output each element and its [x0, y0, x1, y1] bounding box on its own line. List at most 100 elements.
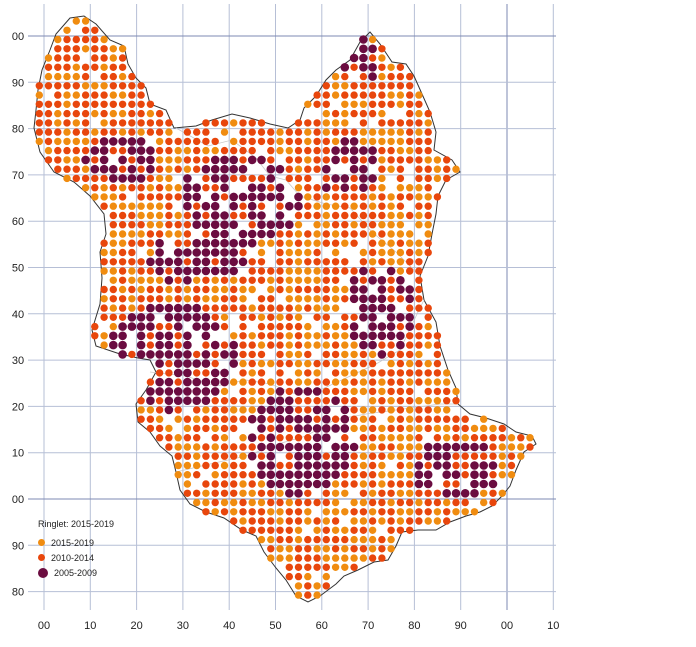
record-dot — [266, 451, 276, 461]
record-dot — [312, 433, 322, 443]
record-dot — [313, 165, 321, 173]
record-dot — [285, 535, 293, 544]
record-dot — [201, 377, 211, 387]
record-dot — [276, 461, 284, 470]
record-dot — [100, 258, 108, 266]
record-dot — [368, 91, 377, 99]
record-dot — [257, 239, 266, 247]
record-dot — [257, 480, 266, 488]
record-dot — [81, 100, 90, 109]
record-dot — [285, 248, 293, 257]
record-dot — [247, 183, 257, 192]
record-dot — [229, 257, 238, 267]
record-dot — [378, 128, 386, 136]
record-dot — [220, 415, 229, 423]
record-dot — [406, 91, 414, 99]
record-dot — [192, 192, 201, 202]
record-dot — [350, 508, 358, 516]
record-dot — [452, 452, 460, 460]
record-dot — [257, 359, 266, 368]
record-dot — [285, 174, 293, 183]
record-dot — [285, 572, 293, 581]
record-dot — [275, 396, 285, 406]
record-dot — [247, 238, 257, 248]
record-dot — [294, 248, 303, 257]
record-dot — [155, 257, 164, 267]
record-dot — [433, 156, 442, 164]
record-dot — [415, 489, 423, 497]
record-dot — [35, 82, 43, 90]
record-dot — [322, 183, 331, 192]
record-dot — [294, 146, 303, 155]
record-dot — [349, 331, 359, 341]
record-dot — [164, 303, 174, 313]
record-dot — [109, 221, 118, 229]
record-dot — [359, 434, 368, 442]
record-dot — [526, 434, 534, 442]
record-dot — [128, 91, 136, 99]
record-dot — [368, 137, 377, 146]
record-dot — [387, 72, 395, 81]
record-dot — [396, 397, 405, 405]
record-dot — [396, 211, 405, 220]
record-dot — [331, 155, 340, 165]
record-dot — [183, 137, 192, 146]
record-dot — [183, 221, 192, 229]
record-dot — [359, 211, 368, 220]
record-dot — [155, 369, 164, 377]
record-dot — [239, 341, 247, 349]
record-dot — [276, 369, 284, 377]
record-dot — [312, 442, 322, 452]
record-dot — [285, 489, 294, 498]
record-dot — [118, 202, 127, 210]
record-dot — [322, 387, 330, 396]
record-dot — [267, 322, 275, 331]
record-dot — [378, 378, 386, 386]
record-dot — [137, 267, 145, 275]
record-dot — [220, 377, 229, 387]
record-dot — [406, 156, 414, 164]
record-dot — [313, 146, 321, 155]
record-dot — [349, 155, 359, 165]
record-dot — [415, 119, 423, 127]
record-dot — [193, 146, 201, 155]
record-dot — [183, 174, 192, 183]
record-dot — [368, 109, 377, 118]
record-dot — [415, 304, 423, 312]
record-dot — [350, 100, 358, 109]
record-dot — [183, 396, 192, 406]
record-dot — [350, 128, 358, 136]
record-dot — [211, 480, 219, 488]
record-dot — [248, 221, 256, 229]
record-dot — [239, 508, 247, 516]
record-dot — [54, 72, 62, 81]
record-dot — [498, 434, 506, 442]
record-dot — [387, 489, 395, 497]
record-dot — [433, 165, 442, 173]
record-dot — [359, 128, 368, 136]
record-dot — [239, 378, 247, 386]
record-dot — [267, 498, 275, 507]
record-dot — [313, 239, 321, 247]
record-dot — [247, 211, 257, 220]
record-dot — [266, 433, 276, 443]
record-dot — [341, 156, 349, 164]
record-dot — [109, 119, 118, 127]
record-dot — [331, 526, 340, 534]
record-dot — [257, 276, 266, 284]
record-dot — [285, 276, 293, 284]
record-dot — [109, 267, 118, 275]
record-dot — [118, 63, 127, 71]
record-dot — [368, 303, 377, 313]
record-dot — [164, 340, 174, 350]
record-dot — [322, 341, 330, 349]
record-dot — [313, 221, 321, 229]
record-dot — [276, 248, 284, 257]
record-dot — [368, 276, 377, 285]
y-tick-label: 90 — [12, 540, 24, 552]
record-dot — [183, 192, 192, 202]
record-dot — [54, 54, 62, 62]
record-dot — [128, 202, 136, 210]
record-dot — [230, 498, 238, 507]
record-dot — [470, 424, 479, 433]
